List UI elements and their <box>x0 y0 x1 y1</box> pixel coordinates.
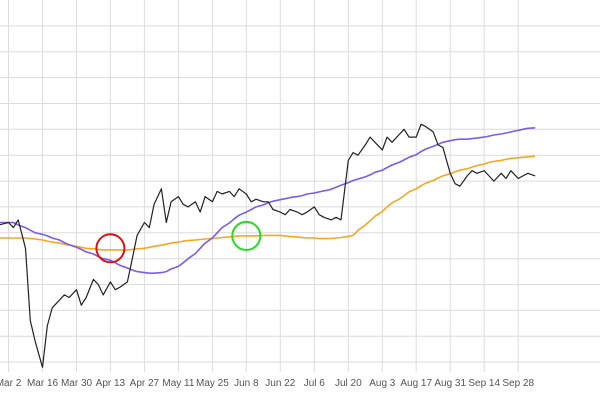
x-tick-label: Mar 16 <box>27 378 59 389</box>
series-line-1 <box>0 123 536 368</box>
x-tick-label: Sep 28 <box>502 378 534 389</box>
x-tick-label: Aug 17 <box>400 378 432 389</box>
crossover-marker-1 <box>95 233 126 264</box>
x-tick-label: Sep 14 <box>468 378 500 389</box>
x-tick-label: May 25 <box>196 378 229 389</box>
x-tick-label: Jul 6 <box>304 378 326 389</box>
x-tick-label: Mar 2 <box>0 378 22 389</box>
x-tick-label: Aug 3 <box>369 378 396 389</box>
x-tick-label: Jun 22 <box>265 378 295 389</box>
x-tick-label: Jul 20 <box>335 378 362 389</box>
crossover-marker-2 <box>231 220 262 251</box>
grid <box>0 0 600 372</box>
x-tick-label: Aug 31 <box>434 378 466 389</box>
x-tick-label: Apr 13 <box>96 378 126 389</box>
x-tick-label: Mar 30 <box>61 378 93 389</box>
series-line-3 <box>0 155 536 251</box>
x-tick-label: Apr 27 <box>130 378 160 389</box>
x-tick-label: Jun 8 <box>234 378 259 389</box>
series-line-2 <box>0 127 536 275</box>
x-tick-label: May 11 <box>162 378 194 389</box>
marker-layer <box>95 220 262 264</box>
series-layer <box>0 123 536 368</box>
